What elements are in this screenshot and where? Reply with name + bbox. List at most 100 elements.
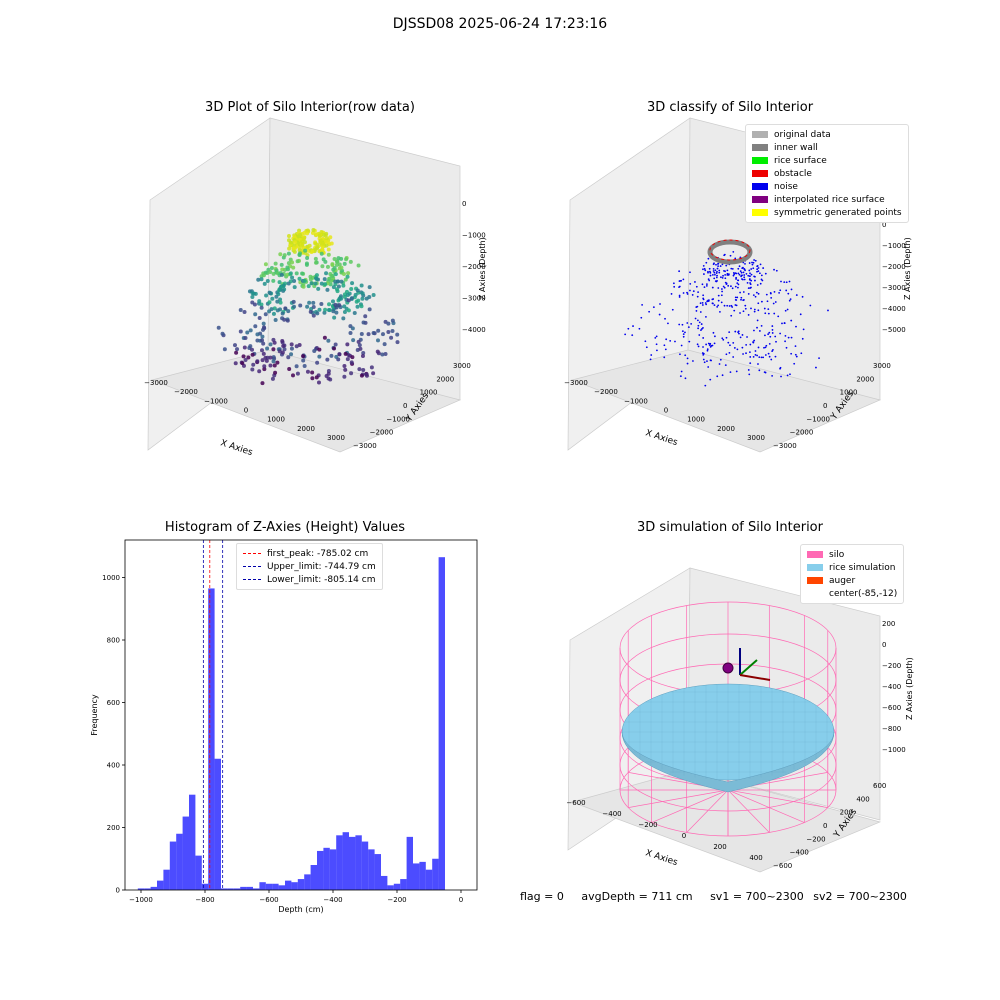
floor-pane xyxy=(150,349,462,453)
z-tick-label: −3000 xyxy=(882,284,906,292)
x-tick-label: −800 xyxy=(195,896,214,904)
z-tick-label: 0 xyxy=(462,200,466,208)
histogram-bar xyxy=(137,888,145,890)
classify-legend-swatch xyxy=(752,144,768,151)
y-tick-label: 800 xyxy=(107,637,120,645)
y-tick-label: −2000 xyxy=(370,429,394,437)
x-tick-label: −200 xyxy=(638,821,657,829)
classify-legend-label: interpolated rice surface xyxy=(774,194,885,205)
z-tick-label: −3000 xyxy=(462,295,486,303)
classify-legend-item: obstacle xyxy=(752,167,902,180)
x-tick-label: 1000 xyxy=(267,416,285,424)
histogram-x-label: Depth (cm) xyxy=(278,905,323,914)
x-tick-label: 0 xyxy=(664,407,668,415)
floor-pane xyxy=(570,349,882,453)
x-tick-label: −1000 xyxy=(129,896,153,904)
histogram-bar xyxy=(329,849,337,890)
simulation-legend: silo rice simulation auger center(-85,-12) xyxy=(800,544,905,604)
histogram-y-label: Frequency xyxy=(90,694,99,736)
histogram-bar xyxy=(355,835,362,890)
histogram-bar xyxy=(233,888,241,890)
histogram-bar xyxy=(195,855,202,890)
histogram-bar xyxy=(406,836,413,890)
raw-data-panel: 3D Plot of Silo Interior(row data) −3000… xyxy=(120,100,500,480)
y-tick-label: 2000 xyxy=(856,375,874,383)
histogram-bar xyxy=(285,880,292,890)
histogram-bar xyxy=(227,888,234,890)
histogram-bar xyxy=(272,883,279,890)
sv2-value: sv2 = 700~2300 xyxy=(813,890,907,903)
x-tick-label: 0 xyxy=(244,407,248,415)
classify-panel-title: 3D classify of Silo Interior xyxy=(646,100,814,115)
histogram-bar xyxy=(201,883,209,890)
histogram-legend-label: first_peak: -785.02 cm xyxy=(267,548,369,559)
x-tick-label: −1000 xyxy=(624,397,648,405)
classify-legend-label: obstacle xyxy=(774,168,812,179)
z-tick-label: −5000 xyxy=(882,326,906,334)
classify-legend-item: rice surface xyxy=(752,154,902,167)
obstacle-ring xyxy=(709,239,751,261)
z-tick-label: 0 xyxy=(882,641,886,649)
axis-arrow-x xyxy=(739,674,771,681)
z-tick-label: −1000 xyxy=(882,242,906,250)
y-tick-label: −3000 xyxy=(353,442,377,450)
simulation-legend-swatch xyxy=(807,577,823,584)
histogram-bar xyxy=(387,885,394,890)
histogram-bar xyxy=(253,888,260,890)
classify-legend-item: interpolated rice surface xyxy=(752,193,902,206)
histogram-bar xyxy=(323,847,330,890)
histogram-bar xyxy=(144,888,151,890)
classify-legend-swatch xyxy=(752,183,768,190)
y-tick-label: −2000 xyxy=(790,429,814,437)
z-tick-label: 0 xyxy=(882,221,886,229)
x-tick-label: 1000 xyxy=(687,416,705,424)
classify-legend-swatch xyxy=(752,170,768,177)
simulation-legend-item: center(-85,-12) xyxy=(807,587,897,600)
y-tick-label: 400 xyxy=(107,762,120,770)
histogram-legend: first_peak: -785.02 cm Upper_limit: -744.… xyxy=(236,543,383,590)
raw-z-label: Z Axies (Depth) xyxy=(478,237,487,300)
histogram-bars xyxy=(137,557,445,890)
x-tick-label: −2000 xyxy=(174,388,198,396)
rice-mesh xyxy=(622,684,834,780)
histogram-bar xyxy=(342,832,349,890)
histogram-bar xyxy=(182,816,189,890)
y-tick-label: 3000 xyxy=(873,362,891,370)
classify-z-label: Z Axies (Depth) xyxy=(903,237,912,300)
histogram-chart: −1000 −800 −600 −400 −200 0 0 200 400 600 800 1000 D… xyxy=(90,539,478,914)
classify-legend-item: noise xyxy=(752,180,902,193)
sv1-value: sv1 = 700~2300 xyxy=(710,890,804,903)
raw-x-label: X Axies xyxy=(219,438,254,458)
raw-3d-plot: −3000 −2000 −1000 0 1000 2000 3000 3000 2000 1000… xyxy=(144,117,487,458)
x-tick-label: −600 xyxy=(566,799,585,807)
histogram-bar xyxy=(278,885,285,890)
z-tick-label: −4000 xyxy=(882,305,906,313)
histogram-bar xyxy=(381,875,388,890)
classify-legend-item: inner wall xyxy=(752,141,902,154)
histogram-bar xyxy=(304,874,311,890)
classify-legend-swatch xyxy=(752,157,768,164)
raw-point-cloud xyxy=(216,228,400,386)
histogram-bar xyxy=(176,833,183,890)
classify-legend-label: original data xyxy=(774,129,831,140)
histogram-bar xyxy=(361,841,369,890)
z-tick-label: −400 xyxy=(882,683,901,691)
histogram-legend-swatch xyxy=(243,579,261,580)
y-tick-label: 200 xyxy=(840,809,853,817)
classify-x-label: X Axies xyxy=(644,428,679,448)
histogram-bar xyxy=(349,836,356,890)
histogram-bar xyxy=(246,886,253,890)
y-tick-label: −3000 xyxy=(773,442,797,450)
histogram-legend-swatch xyxy=(243,566,261,567)
classify-legend-label: rice surface xyxy=(774,155,827,166)
axis-arrow-y xyxy=(739,659,758,676)
histogram-bar xyxy=(297,879,305,890)
auger-marker xyxy=(722,662,734,674)
y-tick-label: 0 xyxy=(116,887,120,895)
histogram-legend-swatch xyxy=(243,553,261,554)
simulation-legend-swatch xyxy=(807,564,823,571)
x-tick-label: 2000 xyxy=(297,425,315,433)
histogram-bar xyxy=(214,758,221,890)
histogram-bar xyxy=(157,880,164,890)
y-tick-label: 600 xyxy=(873,782,886,790)
